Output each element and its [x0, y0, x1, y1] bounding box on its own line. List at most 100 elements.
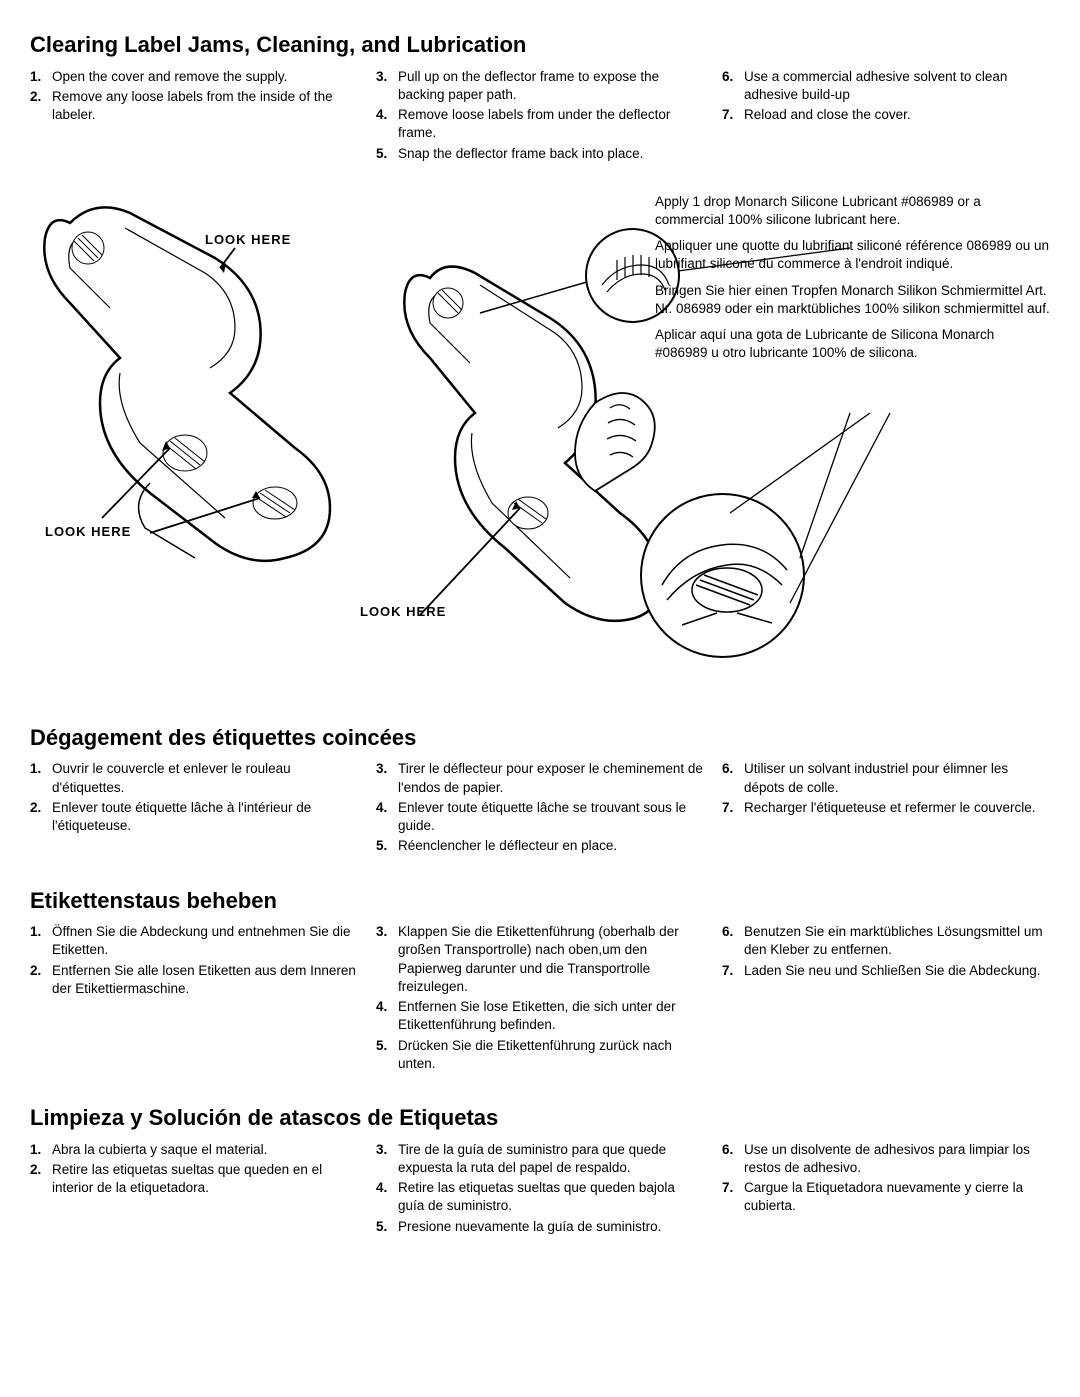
step-item: 5.Snap the deflector frame back into pla…	[376, 145, 704, 163]
step-number: 1.	[30, 68, 52, 86]
col1-es: 1.Abra la cubierta y saque el material.2…	[30, 1141, 358, 1198]
step-item: 4.Entfernen Sie lose Etiketten, die sich…	[376, 998, 704, 1034]
step-item: 3.Pull up on the deflector frame to expo…	[376, 68, 704, 104]
step-item: 4.Enlever toute étiquette lâche se trouv…	[376, 799, 704, 835]
step-text: Presione nuevamente la guía de suministr…	[398, 1218, 661, 1236]
col3-es: 6.Use un disolvente de adhesivos para li…	[722, 1141, 1050, 1216]
step-text: Pull up on the deflector frame to expose…	[398, 68, 704, 104]
step-text: Recharger l'étiqueteuse et refermer le c…	[744, 799, 1035, 817]
col2-en: 3.Pull up on the deflector frame to expo…	[376, 68, 704, 163]
section-spanish: Limpieza y Solución de atascos de Etique…	[30, 1103, 1050, 1238]
step-text: Tirer le déflecteur pour exposer le chem…	[398, 760, 704, 796]
step-text: Snap the deflector frame back into place…	[398, 145, 643, 163]
step-item: 7.Recharger l'étiqueteuse et refermer le…	[722, 799, 1050, 817]
lubricant-text: Apply 1 drop Monarch Silicone Lubricant …	[655, 193, 1050, 371]
col3-fr: 6.Utiliser un solvant industriel pour él…	[722, 760, 1050, 817]
title-french: Dégagement des étiquettes coincées	[30, 723, 1050, 753]
step-item: 6.Use un disolvente de adhesivos para li…	[722, 1141, 1050, 1177]
step-number: 4.	[376, 998, 398, 1034]
step-number: 4.	[376, 1179, 398, 1215]
title-german: Etikettenstaus beheben	[30, 886, 1050, 916]
step-number: 6.	[722, 760, 744, 796]
col1-en: 1.Open the cover and remove the supply.2…	[30, 68, 358, 125]
step-item: 6.Benutzen Sie ein marktübliches Lösungs…	[722, 923, 1050, 959]
step-number: 1.	[30, 1141, 52, 1159]
step-number: 2.	[30, 799, 52, 835]
step-number: 7.	[722, 799, 744, 817]
step-text: Remove loose labels from under the defle…	[398, 106, 704, 142]
step-text: Tire de la guía de suministro para que q…	[398, 1141, 704, 1177]
step-item: 3.Tirer le déflecteur pour exposer le ch…	[376, 760, 704, 796]
step-item: 7.Reload and close the cover.	[722, 106, 1050, 124]
step-item: 2.Enlever toute étiquette lâche à l'inté…	[30, 799, 358, 835]
step-number: 6.	[722, 1141, 744, 1177]
lube-de: Bringen Sie hier einen Tropfen Monarch S…	[655, 282, 1050, 318]
step-item: 1.Abra la cubierta y saque el material.	[30, 1141, 358, 1159]
step-number: 5.	[376, 837, 398, 855]
step-number: 2.	[30, 88, 52, 124]
step-text: Cargue la Etiquetadora nuevamente y cier…	[744, 1179, 1050, 1215]
col2-de: 3.Klappen Sie die Etikettenführung (ober…	[376, 923, 704, 1073]
title-spanish: Limpieza y Solución de atascos de Etique…	[30, 1103, 1050, 1133]
step-number: 2.	[30, 962, 52, 998]
steps-columns-es: 1.Abra la cubierta y saque el material.2…	[30, 1141, 1050, 1238]
lube-en: Apply 1 drop Monarch Silicone Lubricant …	[655, 193, 1050, 229]
step-number: 1.	[30, 923, 52, 959]
col3-en: 6.Use a commercial adhesive solvent to c…	[722, 68, 1050, 125]
steps-columns-en: 1.Open the cover and remove the supply.2…	[30, 68, 1050, 165]
step-number: 5.	[376, 1037, 398, 1073]
step-number: 6.	[722, 68, 744, 104]
step-text: Open the cover and remove the supply.	[52, 68, 287, 86]
step-number: 4.	[376, 106, 398, 142]
step-text: Use un disolvente de adhesivos para limp…	[744, 1141, 1050, 1177]
step-number: 1.	[30, 760, 52, 796]
step-item: 6.Utiliser un solvant industriel pour él…	[722, 760, 1050, 796]
diagram-area: LOOK HERE LOOK HERE LOOK HERE	[30, 193, 1050, 713]
step-number: 3.	[376, 923, 398, 996]
step-text: Entfernen Sie alle losen Etiketten aus d…	[52, 962, 358, 998]
step-number: 5.	[376, 1218, 398, 1236]
lube-es: Aplicar aquí una gota de Lubricante de S…	[655, 326, 1050, 362]
step-item: 2.Retire las etiquetas sueltas que quede…	[30, 1161, 358, 1197]
step-text: Klappen Sie die Etikettenführung (oberha…	[398, 923, 704, 996]
step-item: 2.Entfernen Sie alle losen Etiketten aus…	[30, 962, 358, 998]
step-text: Retire las etiquetas sueltas que queden …	[398, 1179, 704, 1215]
step-text: Benutzen Sie ein marktübliches Lösungsmi…	[744, 923, 1050, 959]
step-text: Réenclencher le déflecteur en place.	[398, 837, 617, 855]
step-text: Laden Sie neu und Schließen Sie die Abde…	[744, 962, 1040, 980]
col1-fr: 1.Ouvrir le couvercle et enlever le roul…	[30, 760, 358, 835]
step-text: Retire las etiquetas sueltas que queden …	[52, 1161, 358, 1197]
step-number: 3.	[376, 1141, 398, 1177]
step-item: 3.Klappen Sie die Etikettenführung (ober…	[376, 923, 704, 996]
step-number: 3.	[376, 760, 398, 796]
step-number: 6.	[722, 923, 744, 959]
section-german: Etikettenstaus beheben 1.Öffnen Sie die …	[30, 886, 1050, 1075]
col3-de: 6.Benutzen Sie ein marktübliches Lösungs…	[722, 923, 1050, 980]
step-number: 7.	[722, 106, 744, 124]
steps-columns-fr: 1.Ouvrir le couvercle et enlever le roul…	[30, 760, 1050, 857]
step-item: 7.Cargue la Etiquetadora nuevamente y ci…	[722, 1179, 1050, 1215]
step-text: Entfernen Sie lose Etiketten, die sich u…	[398, 998, 704, 1034]
col2-fr: 3.Tirer le déflecteur pour exposer le ch…	[376, 760, 704, 855]
step-item: 5.Presione nuevamente la guía de suminis…	[376, 1218, 704, 1236]
step-number: 3.	[376, 68, 398, 104]
steps-columns-de: 1.Öffnen Sie die Abdeckung und entnehmen…	[30, 923, 1050, 1075]
step-text: Enlever toute étiquette lâche se trouvan…	[398, 799, 704, 835]
step-text: Enlever toute étiquette lâche à l'intéri…	[52, 799, 358, 835]
step-text: Drücken Sie die Etikettenführung zurück …	[398, 1037, 704, 1073]
step-item: 3.Tire de la guía de suministro para que…	[376, 1141, 704, 1177]
col2-es: 3.Tire de la guía de suministro para que…	[376, 1141, 704, 1236]
step-item: 1.Öffnen Sie die Abdeckung und entnehmen…	[30, 923, 358, 959]
section-french: Dégagement des étiquettes coincées 1.Ouv…	[30, 723, 1050, 858]
step-item: 4.Retire las etiquetas sueltas que quede…	[376, 1179, 704, 1215]
step-item: 2.Remove any loose labels from the insid…	[30, 88, 358, 124]
step-text: Reload and close the cover.	[744, 106, 911, 124]
step-item: 7.Laden Sie neu und Schließen Sie die Ab…	[722, 962, 1050, 980]
step-text: Abra la cubierta y saque el material.	[52, 1141, 267, 1159]
step-text: Öffnen Sie die Abdeckung und entnehmen S…	[52, 923, 358, 959]
lube-fr: Appliquer une quotte du lubrifiant silic…	[655, 237, 1050, 273]
step-number: 7.	[722, 1179, 744, 1215]
step-number: 2.	[30, 1161, 52, 1197]
step-item: 1.Ouvrir le couvercle et enlever le roul…	[30, 760, 358, 796]
step-text: Remove any loose labels from the inside …	[52, 88, 358, 124]
